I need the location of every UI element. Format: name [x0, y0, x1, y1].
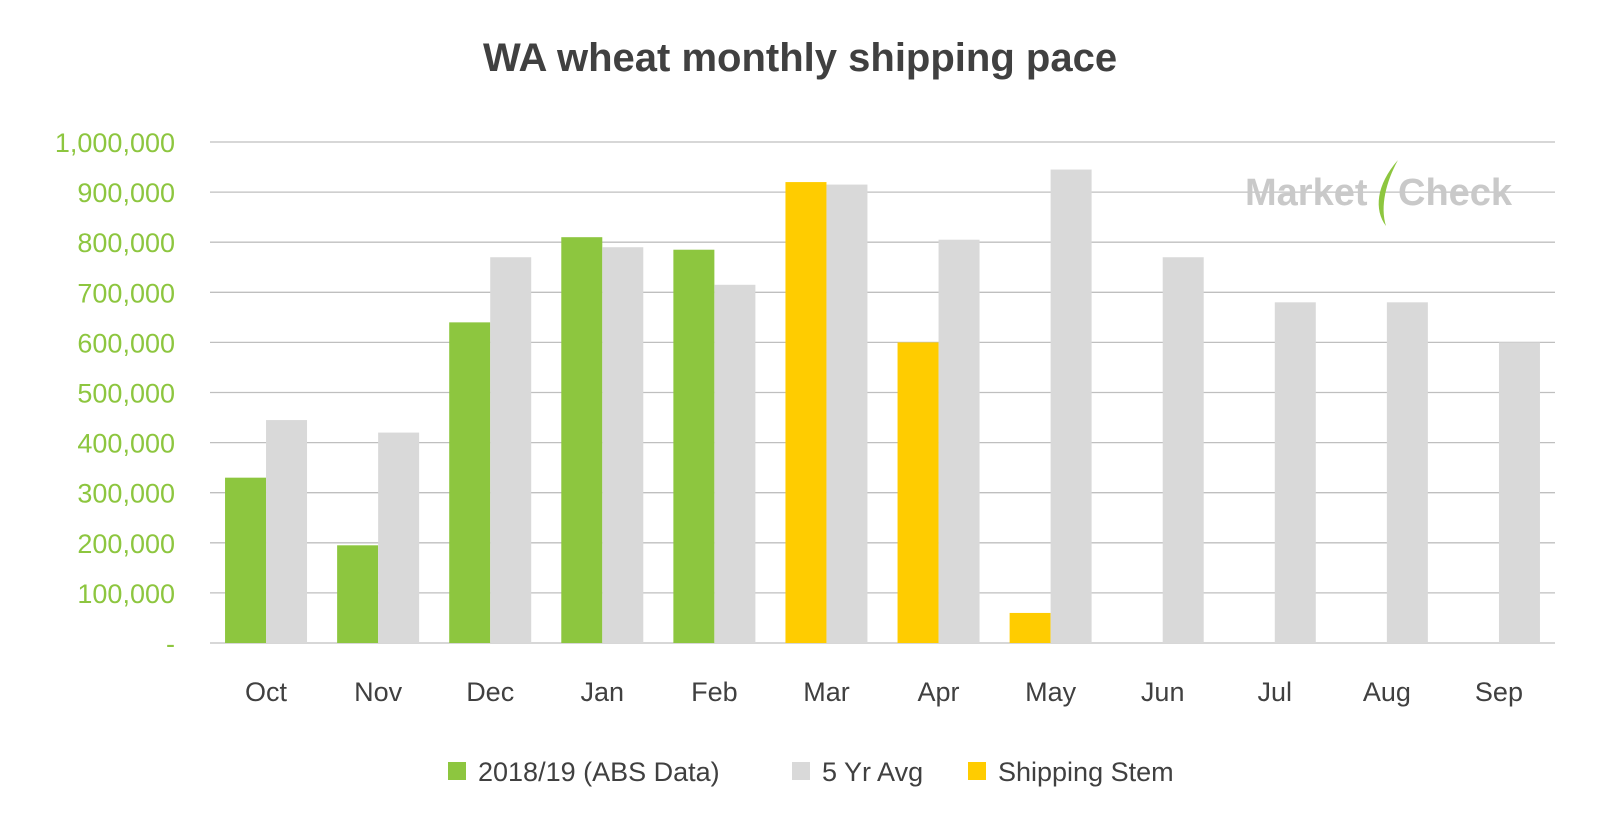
x-tick-label: Apr — [918, 677, 960, 707]
watermark-text: Check — [1398, 172, 1513, 214]
bar — [1274, 302, 1316, 643]
bar — [490, 257, 532, 643]
x-tick-label: Jul — [1258, 677, 1293, 707]
y-tick-label: 1,000,000 — [55, 128, 175, 158]
y-tick-label: 900,000 — [77, 178, 175, 208]
bar — [897, 342, 939, 643]
legend-label: Shipping Stem — [998, 757, 1174, 787]
bar — [561, 237, 603, 643]
bar — [1050, 169, 1092, 643]
x-tick-label: Oct — [245, 677, 288, 707]
bar — [785, 182, 827, 643]
x-tick-label: Aug — [1363, 677, 1411, 707]
chart-title: WA wheat monthly shipping pace — [482, 36, 1118, 80]
legend-label: 2018/19 (ABS Data) — [478, 757, 720, 787]
x-tick-label: Sep — [1475, 677, 1523, 707]
y-tick-label: 400,000 — [77, 429, 175, 459]
x-tick-label: Feb — [691, 677, 738, 707]
bar — [1009, 612, 1051, 643]
bar — [1498, 342, 1540, 643]
x-tick-label: Jan — [581, 677, 625, 707]
bar — [449, 322, 491, 643]
y-tick-label: 500,000 — [77, 379, 175, 409]
x-tick-label: Mar — [803, 677, 850, 707]
bar — [826, 184, 868, 643]
bar — [1386, 302, 1428, 643]
y-tick-label: 300,000 — [77, 479, 175, 509]
bar — [225, 477, 267, 643]
x-tick-label: Nov — [354, 677, 403, 707]
bar — [1162, 257, 1204, 643]
bar — [378, 432, 420, 643]
watermark-text: Market — [1245, 172, 1368, 214]
y-tick-label: 800,000 — [77, 228, 175, 258]
bar — [602, 247, 644, 643]
x-tick-label: Jun — [1141, 677, 1185, 707]
y-tick-label: 600,000 — [77, 328, 175, 358]
x-tick-label: Dec — [466, 677, 514, 707]
bar — [337, 545, 379, 643]
bar — [673, 249, 715, 643]
bar — [714, 284, 756, 643]
y-tick-label: 100,000 — [77, 579, 175, 609]
bar — [266, 420, 308, 643]
y-tick-label: - — [166, 629, 175, 659]
legend-swatch — [448, 762, 466, 780]
bar — [938, 239, 980, 643]
legend-swatch — [792, 762, 810, 780]
y-tick-label: 200,000 — [77, 529, 175, 559]
leaf-icon — [1378, 160, 1398, 226]
x-tick-label: May — [1025, 677, 1077, 707]
legend-swatch — [968, 762, 986, 780]
legend-label: 5 Yr Avg — [822, 757, 923, 787]
y-tick-label: 700,000 — [77, 278, 175, 308]
